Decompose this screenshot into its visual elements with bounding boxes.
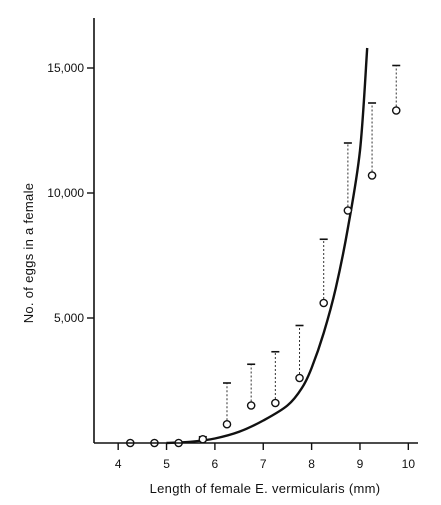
x-tick-label: 5 bbox=[163, 457, 170, 471]
y-tick-label: 15,000 bbox=[47, 61, 84, 75]
y-tick-label: 10,000 bbox=[47, 186, 84, 200]
plot-marks bbox=[125, 47, 401, 448]
axes: 4 5 6 7 8 9 10 5,000 10,000 15,000 bbox=[47, 18, 418, 471]
y-tick-label: 5,000 bbox=[54, 311, 84, 325]
data-point bbox=[319, 298, 329, 308]
data-point bbox=[198, 434, 208, 444]
y-axis-title: No. of eggs in a female bbox=[21, 183, 36, 324]
data-point bbox=[246, 401, 256, 410]
data-point bbox=[295, 373, 304, 383]
x-tick-label: 7 bbox=[260, 457, 267, 471]
x-tick-label: 10 bbox=[402, 457, 416, 471]
x-axis-title: Length of female E. vermicularis (mm) bbox=[150, 481, 381, 496]
x-tick-label: 9 bbox=[357, 457, 364, 471]
data-point bbox=[391, 106, 401, 115]
data-point bbox=[222, 419, 232, 429]
data-point bbox=[367, 171, 377, 180]
x-tick-label: 6 bbox=[212, 457, 219, 471]
fitted-curve-line bbox=[166, 47, 369, 445]
x-tick-label: 8 bbox=[308, 457, 315, 471]
x-tick-label: 4 bbox=[115, 457, 122, 471]
data-point bbox=[271, 398, 280, 408]
axis-labels: Length of female E. vermicularis (mm) No… bbox=[21, 183, 380, 496]
data-point bbox=[343, 206, 353, 215]
